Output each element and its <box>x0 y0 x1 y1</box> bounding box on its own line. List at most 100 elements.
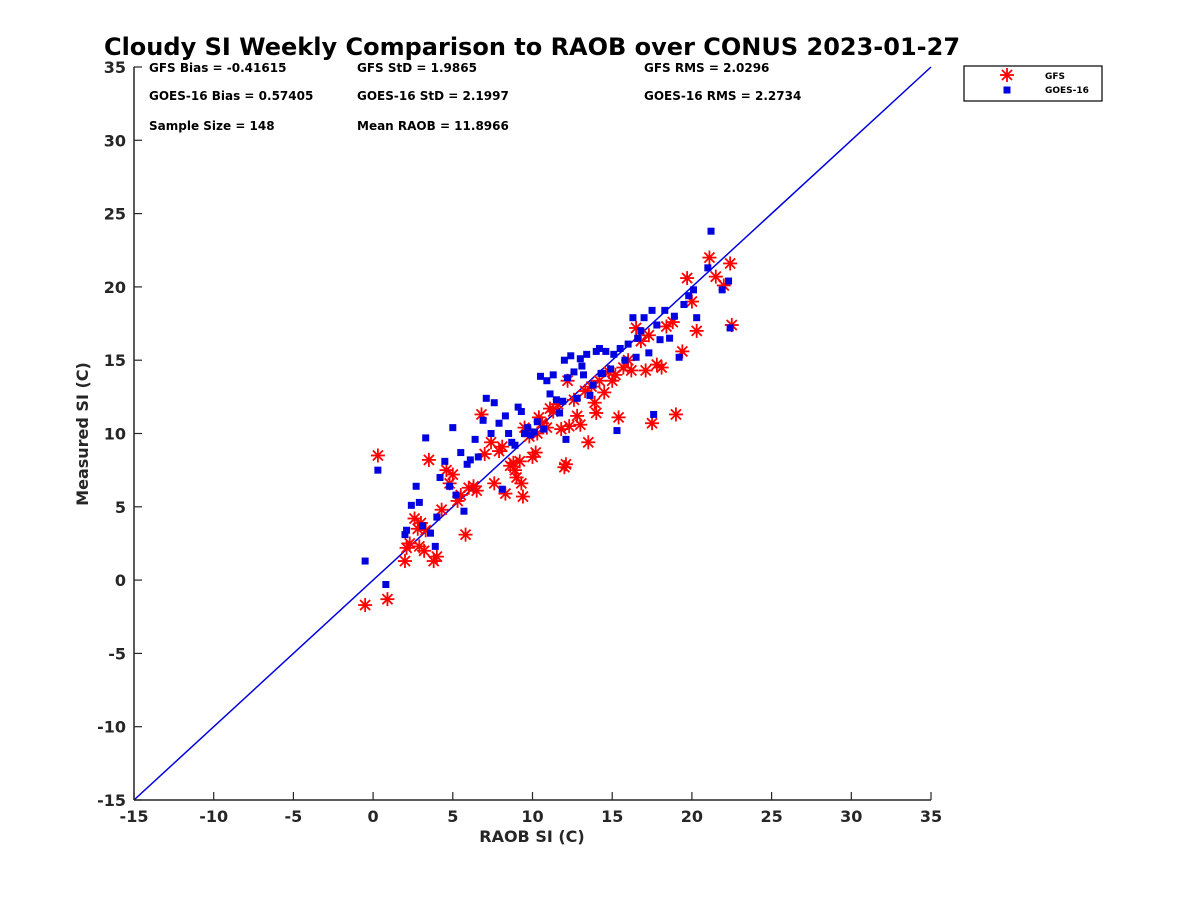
x-tick-label: -10 <box>199 807 228 826</box>
goes-16-point <box>580 371 588 379</box>
goes-16-point <box>637 327 645 335</box>
goes-16-point <box>564 374 572 382</box>
goes-16-point <box>530 428 538 436</box>
plot-area <box>133 66 932 801</box>
goes-16-point <box>505 430 513 437</box>
goes-16-point <box>645 349 653 357</box>
y-tick-label: 0 <box>115 571 126 590</box>
gfs-point <box>597 385 612 400</box>
gfs-point <box>477 447 492 462</box>
gfs-point <box>514 476 529 491</box>
goes-16-point <box>559 397 567 405</box>
goes-16-point <box>449 424 457 432</box>
gfs-point <box>487 476 502 491</box>
goes-16-point <box>552 396 560 404</box>
goes-16-point <box>693 314 701 322</box>
goes-16-point <box>441 457 449 465</box>
y-tick-label: 5 <box>115 498 126 517</box>
goes-16-point <box>463 460 471 468</box>
goes-16-point <box>621 356 629 364</box>
gfs-rms-text: GFS RMS = 2.0296 <box>644 61 769 75</box>
goes-16-point <box>610 350 618 358</box>
goes-16-point <box>725 277 733 285</box>
goes-16-point <box>670 312 678 320</box>
gfs-point <box>689 323 704 338</box>
gfs-point <box>708 269 723 284</box>
goes-16-point <box>460 507 468 515</box>
goes-16-point <box>533 418 541 426</box>
legend-gfs-asterisk <box>1000 68 1014 82</box>
gfs-point <box>458 527 473 542</box>
gfs-bias-text: GFS Bias = -0.41615 <box>149 61 286 75</box>
x-tick-label: -5 <box>285 807 303 826</box>
goes-16-point <box>431 542 439 550</box>
gfs-point <box>645 416 660 431</box>
gfs-point <box>380 592 395 607</box>
goes-16-point <box>573 394 581 402</box>
gfs-point <box>654 360 669 375</box>
x-tick-label: 15 <box>601 807 623 826</box>
goes-16-point <box>607 365 615 373</box>
goes-16-point <box>517 408 525 416</box>
goes-16-point <box>403 526 411 534</box>
goes-16-point <box>656 336 664 344</box>
goes-16-point <box>650 410 658 418</box>
goes-16-point <box>586 391 594 399</box>
y-axis-ticks: -15 -10 -5 0 5 10 15 20 25 30 35 <box>97 58 142 810</box>
goes-16-point <box>446 482 454 490</box>
gfs-point <box>429 549 444 564</box>
y-tick-label: 30 <box>104 131 126 150</box>
gfs-point <box>439 463 454 478</box>
goes-16-point <box>556 409 564 417</box>
gfs-point <box>469 483 484 498</box>
goes-16-point <box>536 372 544 380</box>
legend-gfs-marker <box>1000 68 1014 82</box>
goes-16-point <box>704 264 712 272</box>
goes-rms-text: GOES-16 RMS = 2.2734 <box>644 89 801 103</box>
goes-16-point <box>634 334 642 342</box>
gfs-point <box>484 435 499 450</box>
goes-16-point <box>624 340 632 348</box>
x-tick-label: 35 <box>920 807 942 826</box>
gfs-point <box>421 452 436 467</box>
goes-16-point <box>457 449 465 457</box>
goes-16-point <box>474 453 482 461</box>
goes-16-point <box>549 371 557 379</box>
goes-16-point <box>629 314 637 322</box>
gfs-point <box>587 395 602 410</box>
y-tick-label: -5 <box>108 644 126 663</box>
goes-16-point <box>576 355 584 363</box>
gfs-point <box>624 363 639 378</box>
legend-goes-16-marker <box>1003 86 1011 94</box>
goes-16-point <box>433 513 441 521</box>
goes-16-point <box>471 435 479 443</box>
goes-16-point <box>361 557 369 565</box>
goes-16-point <box>616 344 624 352</box>
gfs-point <box>515 489 530 504</box>
gfs-point <box>562 419 577 434</box>
goes-16-point <box>482 394 490 402</box>
y-tick-label: 15 <box>104 351 126 370</box>
gfs-point <box>397 554 412 569</box>
goes-16-point <box>466 456 474 464</box>
gfs-point <box>641 328 656 343</box>
gfs-point <box>558 457 573 472</box>
goes-16-point <box>567 352 575 360</box>
goes-16-point <box>685 292 693 300</box>
goes-16-point <box>382 580 390 588</box>
goes-16-point <box>546 390 554 398</box>
goes-16-point <box>501 412 509 420</box>
goes-16-point <box>412 482 420 490</box>
goes-16-point <box>726 324 734 332</box>
x-tick-label: 30 <box>840 807 862 826</box>
gfs-point <box>528 445 543 460</box>
gfs-point <box>573 417 588 432</box>
legend-goes-16-label: GOES-16 <box>1045 86 1089 96</box>
gfs-point <box>402 536 417 551</box>
goes-16-point <box>707 227 715 235</box>
goes-16-point <box>578 362 586 370</box>
x-tick-label: 0 <box>368 807 379 826</box>
goes-16-point <box>543 377 551 385</box>
y-tick-label: 10 <box>104 425 126 444</box>
x-tick-label: 10 <box>521 807 543 826</box>
